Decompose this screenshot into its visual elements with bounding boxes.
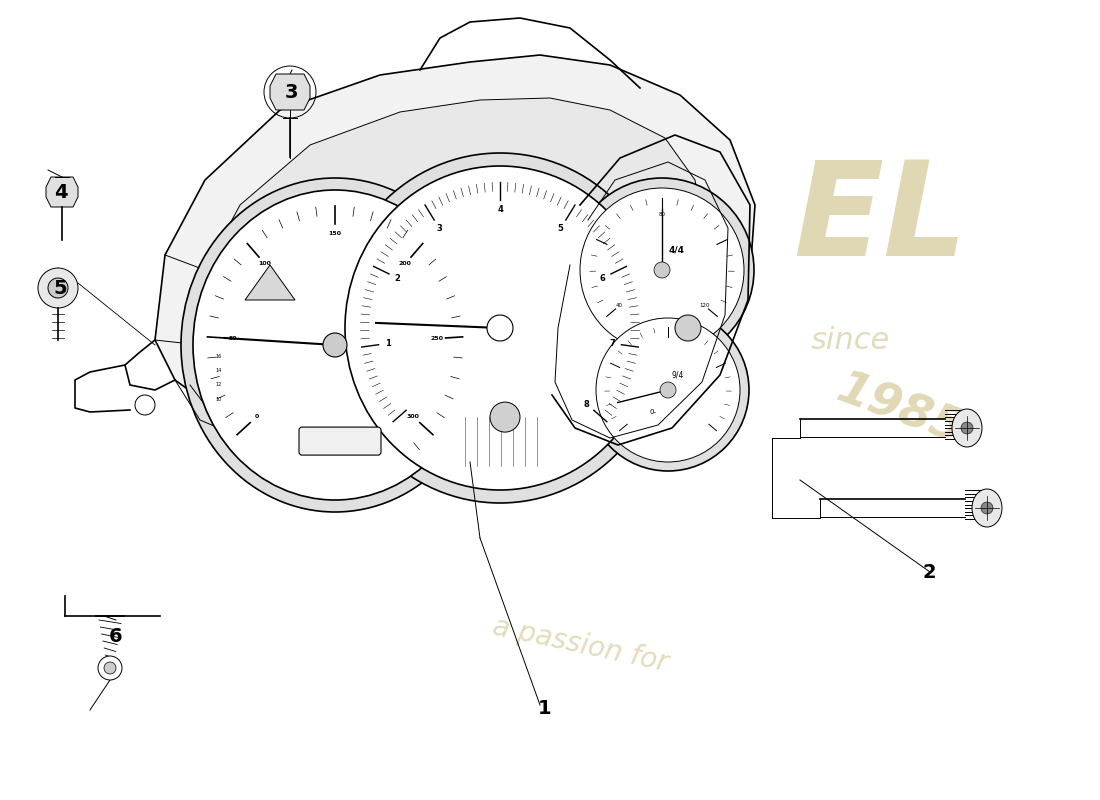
Ellipse shape bbox=[345, 166, 654, 490]
Circle shape bbox=[981, 502, 993, 514]
Text: 10: 10 bbox=[216, 397, 222, 402]
Text: 4: 4 bbox=[54, 182, 67, 202]
Text: 8: 8 bbox=[584, 399, 590, 409]
Text: 50: 50 bbox=[229, 336, 238, 341]
Ellipse shape bbox=[487, 315, 513, 341]
Text: 200: 200 bbox=[398, 262, 411, 266]
Ellipse shape bbox=[323, 333, 346, 357]
Text: 3: 3 bbox=[285, 82, 298, 102]
Circle shape bbox=[675, 315, 701, 341]
Text: 300: 300 bbox=[407, 414, 420, 419]
Ellipse shape bbox=[580, 188, 744, 352]
Ellipse shape bbox=[570, 178, 754, 362]
Ellipse shape bbox=[332, 153, 668, 503]
Text: 6: 6 bbox=[600, 274, 605, 282]
Circle shape bbox=[48, 278, 68, 298]
Text: 120: 120 bbox=[700, 303, 710, 308]
Text: 1985: 1985 bbox=[830, 366, 969, 454]
Circle shape bbox=[39, 268, 78, 308]
Text: 12: 12 bbox=[216, 382, 222, 387]
Text: since: since bbox=[811, 326, 890, 354]
Text: 3: 3 bbox=[437, 224, 442, 233]
Text: 7: 7 bbox=[609, 339, 615, 348]
Ellipse shape bbox=[192, 190, 477, 500]
Text: 1: 1 bbox=[538, 698, 551, 718]
Circle shape bbox=[98, 656, 122, 680]
Text: 9/4: 9/4 bbox=[672, 370, 684, 379]
Ellipse shape bbox=[654, 262, 670, 278]
Polygon shape bbox=[200, 98, 705, 445]
Text: 6: 6 bbox=[109, 626, 122, 646]
Circle shape bbox=[104, 662, 116, 674]
Polygon shape bbox=[270, 74, 310, 110]
Text: 100: 100 bbox=[258, 262, 272, 266]
Text: 4: 4 bbox=[497, 206, 503, 214]
Polygon shape bbox=[245, 265, 295, 300]
Text: 4/4: 4/4 bbox=[669, 246, 685, 254]
Text: EL: EL bbox=[793, 157, 967, 283]
Text: 40: 40 bbox=[616, 303, 623, 308]
Text: a passion for: a passion for bbox=[490, 613, 670, 678]
Polygon shape bbox=[155, 55, 755, 462]
FancyBboxPatch shape bbox=[299, 427, 381, 455]
Ellipse shape bbox=[596, 318, 740, 462]
Text: 2: 2 bbox=[395, 274, 400, 282]
Ellipse shape bbox=[587, 309, 749, 471]
Text: 1: 1 bbox=[385, 339, 390, 348]
Text: 0: 0 bbox=[254, 414, 258, 419]
Text: 14: 14 bbox=[216, 368, 222, 373]
Ellipse shape bbox=[660, 382, 676, 398]
Ellipse shape bbox=[972, 489, 1002, 527]
Text: 0-: 0- bbox=[649, 409, 657, 415]
Circle shape bbox=[135, 395, 155, 415]
Text: 5: 5 bbox=[558, 224, 563, 233]
Polygon shape bbox=[46, 177, 78, 207]
Text: 250: 250 bbox=[430, 336, 443, 341]
Circle shape bbox=[961, 422, 974, 434]
Circle shape bbox=[490, 402, 520, 432]
Ellipse shape bbox=[952, 409, 982, 447]
Text: 16: 16 bbox=[216, 354, 222, 358]
Text: 80: 80 bbox=[659, 212, 666, 217]
Text: 2: 2 bbox=[923, 562, 936, 582]
Ellipse shape bbox=[182, 178, 490, 512]
Text: 150: 150 bbox=[329, 231, 341, 236]
Text: 5: 5 bbox=[54, 278, 67, 298]
